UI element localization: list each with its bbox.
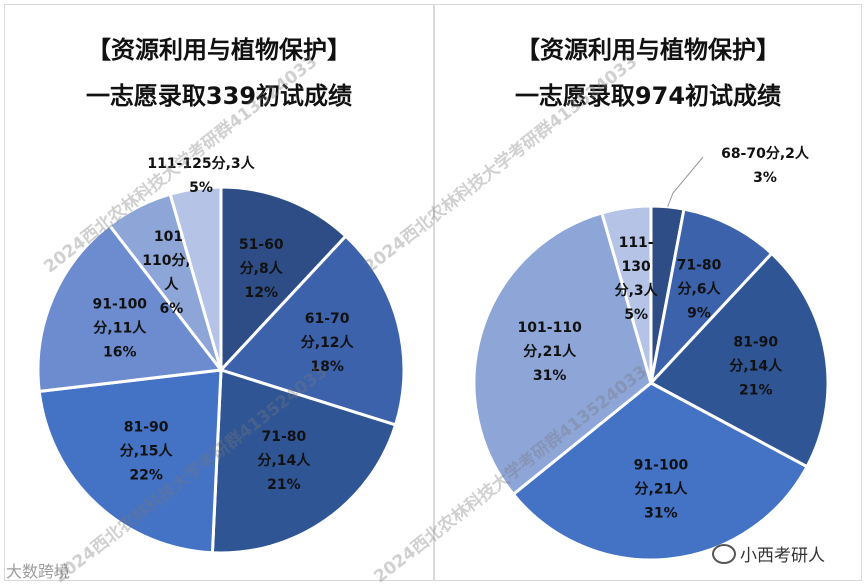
footer-right: 小西考研人 — [712, 541, 825, 566]
chart-title-line2: 一志愿录取974初试成绩 — [514, 82, 782, 110]
pie-slice — [648, 207, 774, 388]
chart-title-line1: 【资源利用与植物保护】 — [516, 36, 780, 64]
slice-data-label: 51-60 分,8人 12% — [239, 237, 284, 301]
slice-data-label: 71-80 分,14人 21% — [257, 429, 311, 493]
slice-data-label: 101-110分,4 人 6% — [142, 229, 201, 317]
chart-panel-left: 【资源利用与植物保护】 一志愿录取339初试成绩 51-60 分,8人 12% 61-… — [4, 4, 434, 587]
pie-chart-right: 68-70分,2人 3% 71-80 分,6人 9%81-90 分,14人 21% 91-10… — [472, 145, 830, 562]
pie-slice — [210, 367, 398, 555]
slice-data-label: 81-90 分,14人 21% — [729, 335, 783, 399]
footer-right-text: 小西考研人 — [740, 546, 825, 566]
pie-slice — [168, 185, 223, 371]
pie-slice — [511, 381, 810, 562]
pie-slice — [219, 185, 348, 374]
slice-data-label: 111-125分,3人 5% — [147, 155, 255, 196]
slice-data-label: 81-90 分,15人 22% — [120, 419, 174, 483]
chart-title-line2: 一志愿录取339初试成绩 — [85, 82, 353, 110]
leader-line — [667, 156, 704, 207]
pie-slice — [648, 251, 830, 469]
pie-slice — [600, 204, 653, 384]
pie-chart-left: 51-60 分,8人 12% 61-70 分,12人 18% 71-80 分,14人 21% 81… — [36, 155, 406, 555]
pie-slice — [36, 222, 224, 394]
slice-data-label: 61-70 分,12人 18% — [301, 311, 355, 375]
pie-slice — [472, 211, 653, 497]
slice-data-label: 71-80 分,6人 9% — [677, 257, 722, 321]
pie-slice — [218, 234, 406, 427]
chart-panel-right: 【资源利用与植物保护】 一志愿录取974初试成绩 68-70分,2人 3% 71-8… — [360, 4, 862, 587]
chart-title-line1: 【资源利用与植物保护】 — [87, 36, 351, 64]
slice-data-label: 68-70分,2人 3% — [721, 145, 810, 186]
slice-data-label: 91-100 分,11人 16% — [93, 296, 148, 360]
slice-data-label: 91-100 分,21人 31% — [634, 458, 689, 522]
pie-slice — [37, 368, 223, 555]
slice-data-label: 111-130 分,3人 5% — [615, 235, 659, 323]
wechat-icon — [712, 543, 736, 564]
slice-data-label: 101-110 分,21人 31% — [518, 320, 583, 384]
footer-left-text: 大数跨境 — [6, 562, 71, 581]
